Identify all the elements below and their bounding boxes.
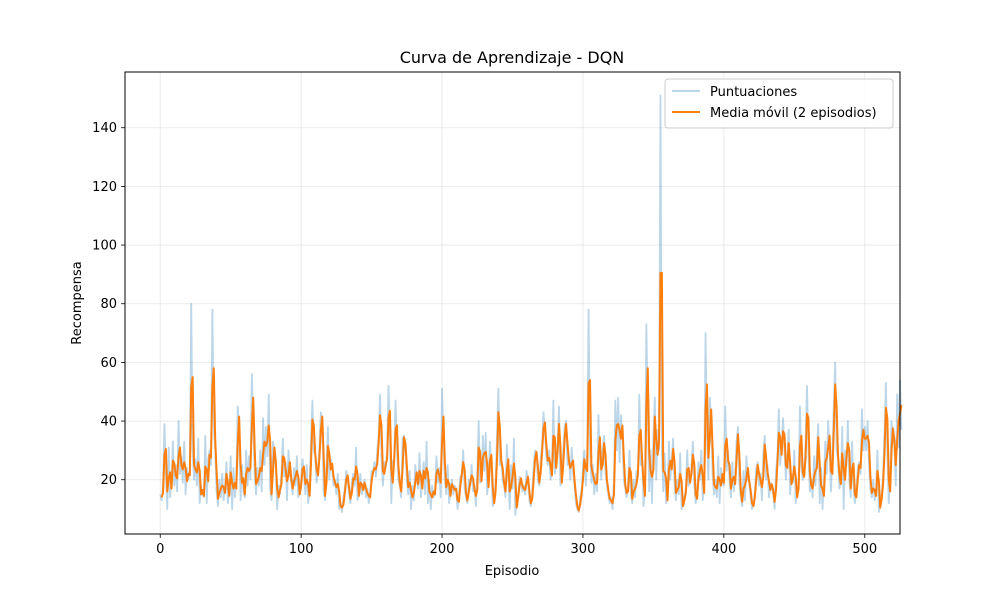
x-axis-label: Episodio [485,564,540,579]
legend-box [664,78,894,129]
x-tick-label: 400 [711,542,736,557]
legend-label-moving-average: Media móvil (2 episodios) [710,106,877,121]
chart-title: Curva de Aprendizaje - DQN [400,48,625,67]
legend: Puntuaciones Media móvil (2 episodios) [664,78,894,129]
y-tick-label: 20 [100,473,117,488]
x-tick-label: 500 [852,542,877,557]
series-line-moving-average [160,271,903,512]
y-tick-label: 40 [100,415,117,430]
series-layer [159,94,903,516]
x-axis: 0 100 200 300 400 500 [156,534,877,557]
x-tick-label: 0 [156,542,164,557]
plot-frame [124,71,901,535]
x-tick-label: 300 [571,542,596,557]
y-tick-label: 140 [92,121,117,136]
x-tick-label: 100 [289,542,314,557]
y-axis-label: Recompensa [70,261,85,344]
legend-label-scores: Puntuaciones [710,85,797,100]
y-axis: 20 40 60 80 100 120 140 [92,121,125,488]
x-tick-label: 200 [430,542,455,557]
y-tick-label: 60 [100,356,117,371]
y-tick-label: 80 [100,297,117,312]
y-tick-label: 100 [92,239,117,254]
y-tick-label: 120 [92,180,117,195]
